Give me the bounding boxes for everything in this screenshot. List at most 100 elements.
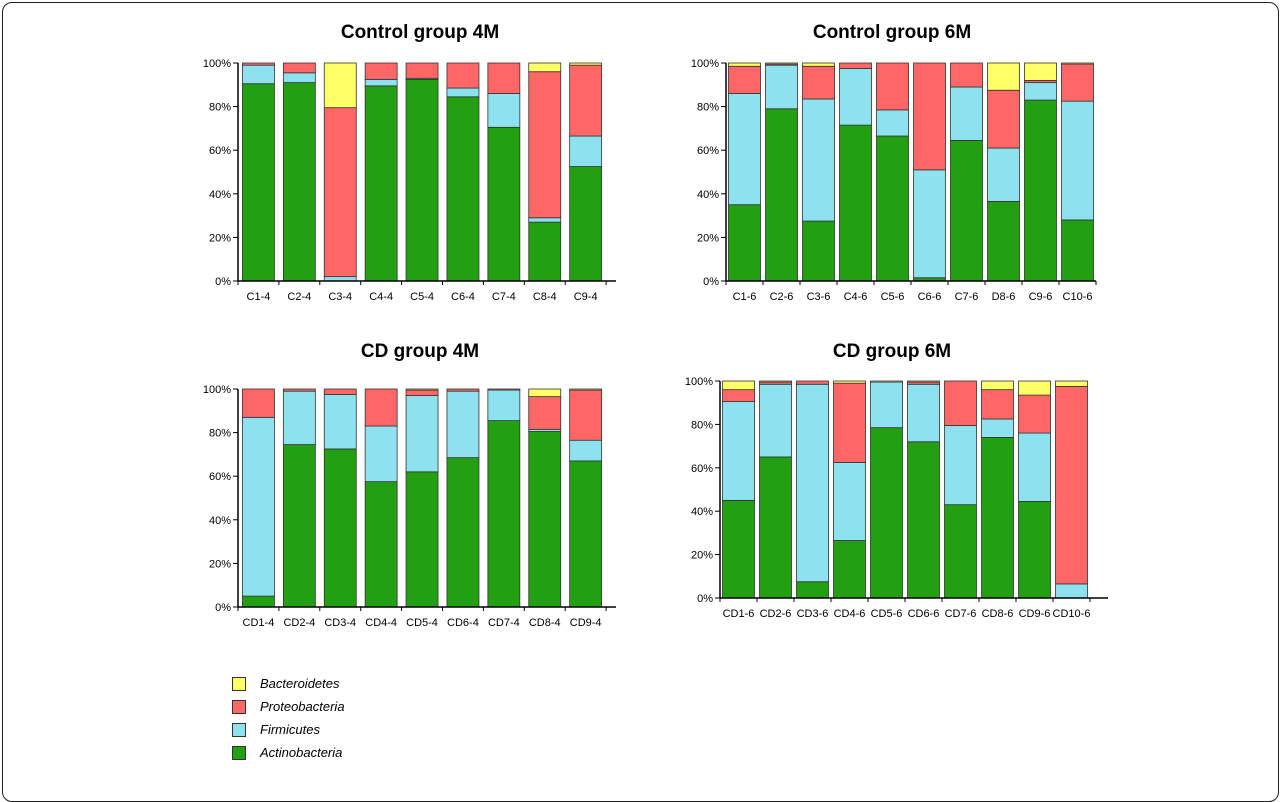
bar-segment-bacteroidetes	[1018, 380, 1051, 396]
bar-segment-firmicutes	[569, 439, 603, 462]
y-tick-label: 60%	[697, 145, 719, 157]
bar-segment-proteobacteria	[987, 89, 1020, 149]
bar-segment-actinobacteria	[528, 431, 562, 608]
bar-segment-firmicutes	[446, 87, 480, 98]
bar-segment-proteobacteria	[722, 389, 755, 403]
bar-segment-firmicutes	[987, 147, 1020, 202]
bar-segment-actinobacteria	[446, 457, 480, 608]
bar-segment-actinobacteria	[987, 201, 1020, 282]
bar-segment-actinobacteria	[1018, 501, 1051, 599]
bar-segment-firmicutes	[913, 169, 946, 279]
y-tick-label: 80%	[209, 428, 231, 440]
bar-segment-proteobacteria	[405, 389, 439, 396]
x-tick-label: CD3-6	[797, 608, 829, 620]
bar-segment-firmicutes	[242, 416, 275, 597]
bar-segment-bacteroidetes	[987, 62, 1020, 91]
bar-segment-actinobacteria	[487, 420, 521, 608]
bar-segment-proteobacteria	[981, 389, 1014, 420]
bar-segment-proteobacteria	[242, 62, 275, 66]
y-tick-label: 40%	[697, 189, 719, 201]
bar-segment-firmicutes	[876, 109, 909, 137]
bar-segment-actinobacteria	[282, 82, 316, 282]
legend-label: Firmicutes	[260, 722, 320, 737]
bar-segment-bacteroidetes	[728, 62, 761, 67]
bar-segment-firmicutes	[722, 401, 755, 501]
y-tick-label: 0%	[215, 602, 231, 614]
bar-segment-actinobacteria	[405, 78, 439, 282]
bar-segment-proteobacteria	[839, 62, 872, 69]
bar-segment-proteobacteria	[487, 388, 521, 391]
bar-segment-proteobacteria	[913, 62, 946, 171]
y-tick-label: 60%	[209, 471, 231, 483]
bar-segment-bacteroidetes	[981, 380, 1014, 391]
bar-segment-proteobacteria	[487, 62, 521, 94]
bar-segment-actinobacteria	[722, 499, 755, 599]
bar-segment-firmicutes	[323, 394, 357, 450]
bar-segment-proteobacteria	[944, 380, 977, 426]
bar-segment-actinobacteria	[405, 471, 439, 608]
bar-segment-firmicutes	[728, 93, 761, 206]
bar-segment-bacteroidetes	[1024, 62, 1057, 81]
legend: Bacteroidetes Proteobacteria Firmicutes …	[232, 672, 345, 764]
bar-segment-actinobacteria	[1061, 219, 1094, 282]
bar-segment-actinobacteria	[833, 540, 866, 599]
y-tick-label: 100%	[685, 376, 713, 388]
y-tick-label: 100%	[691, 58, 719, 70]
bar-segment-actinobacteria	[907, 441, 940, 599]
bar-segment-bacteroidetes	[722, 380, 755, 391]
chart-panel: 0% 20% 40% 60% 80% 100% C1-4 C2-4 C3-4 C4-4 C5-4 C6…	[203, 58, 616, 303]
bar-segment-proteobacteria	[569, 389, 603, 441]
x-tick-label: C8-4	[533, 291, 557, 303]
x-tick-label: CD6-4	[447, 617, 479, 629]
chart-title-cd-6m: CD group 6M	[832, 341, 952, 362]
bar-segment-proteobacteria	[833, 382, 866, 463]
x-tick-label: C4-6	[844, 291, 868, 303]
bar-segment-proteobacteria	[802, 65, 835, 100]
bar-segment-firmicutes	[802, 98, 835, 222]
bar-segment-proteobacteria	[1061, 63, 1094, 102]
bar-segment-actinobacteria	[487, 126, 521, 282]
legend-swatch-proteobacteria	[232, 699, 246, 714]
x-tick-label: C9-4	[574, 291, 598, 303]
bar-segment-actinobacteria	[802, 220, 835, 282]
bar-segment-firmicutes	[950, 86, 983, 141]
bar-segment-proteobacteria	[796, 380, 829, 385]
x-tick-label: C10-6	[1063, 291, 1093, 303]
bar-segment-proteobacteria	[569, 64, 603, 137]
bar-segment-proteobacteria	[446, 388, 480, 392]
chart-title-control-6m: Control group 6M	[812, 22, 972, 43]
chart-title-cd-4m: CD group 4M	[360, 341, 480, 362]
bar-segment-firmicutes	[944, 425, 977, 506]
bar-segment-proteobacteria	[364, 388, 398, 427]
x-tick-label: C1-6	[733, 291, 757, 303]
x-tick-label: CD1-4	[243, 617, 275, 629]
x-tick-label: CD7-4	[488, 617, 520, 629]
charts-canvas: 0% 20% 40% 60% 80% 100% C1-4 C2-4 C3-4 C4-4 C5-4 C6…	[203, 58, 1108, 629]
x-tick-label: CD8-4	[529, 617, 561, 629]
bar-segment-actinobacteria	[569, 166, 603, 282]
bar-segment-proteobacteria	[728, 65, 761, 94]
bar-segment-firmicutes	[870, 381, 903, 429]
bar-segment-firmicutes	[405, 395, 439, 473]
bar-segment-firmicutes	[487, 93, 521, 128]
bar-segment-firmicutes	[528, 217, 562, 223]
x-tick-label: CD1-6	[723, 608, 755, 620]
legend-item: Firmicutes	[232, 718, 345, 741]
bar-segment-proteobacteria	[282, 388, 316, 392]
bar-segment-firmicutes	[759, 383, 792, 458]
bar-segment-actinobacteria	[728, 204, 761, 282]
y-tick-label: 40%	[691, 506, 713, 518]
bar-segment-proteobacteria	[1018, 394, 1051, 434]
bar-segment-actinobacteria	[242, 83, 275, 282]
x-tick-label: CD7-6	[945, 608, 977, 620]
bar-segment-bacteroidetes	[323, 62, 357, 109]
bar-segment-firmicutes	[907, 383, 940, 443]
x-tick-label: CD9-4	[570, 617, 602, 629]
x-tick-label: CD2-4	[283, 617, 315, 629]
bar-segment-proteobacteria	[282, 62, 316, 74]
bar-segment-firmicutes	[1024, 82, 1057, 101]
y-tick-label: 0%	[703, 276, 719, 288]
bar-segment-actinobacteria	[981, 437, 1014, 599]
bar-segment-proteobacteria	[528, 71, 562, 219]
bar-segment-firmicutes	[796, 383, 829, 583]
